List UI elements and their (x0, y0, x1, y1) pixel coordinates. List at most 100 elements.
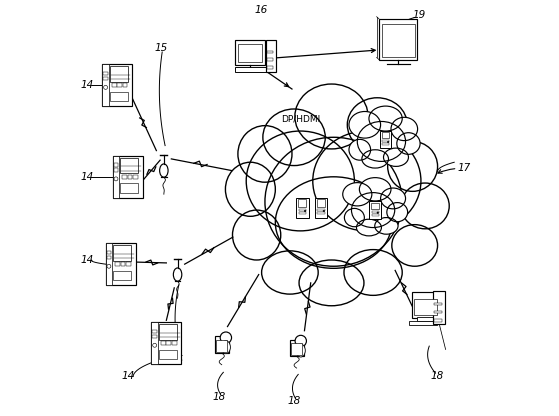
Bar (102, 64, 132, 106)
Text: 15: 15 (154, 43, 168, 53)
Bar (372, 214, 378, 215)
Ellipse shape (401, 183, 449, 229)
Bar (290, 340, 304, 357)
Circle shape (377, 212, 378, 213)
Bar (113, 168, 118, 172)
Ellipse shape (276, 177, 392, 268)
Bar (235, 67, 266, 72)
Ellipse shape (387, 203, 408, 222)
Ellipse shape (357, 219, 381, 236)
Bar (153, 330, 157, 333)
Ellipse shape (347, 98, 407, 152)
Bar (121, 158, 139, 173)
Bar (133, 175, 138, 179)
Circle shape (295, 335, 306, 347)
Bar (161, 341, 166, 345)
Ellipse shape (265, 137, 402, 266)
Bar (215, 337, 229, 353)
Bar (106, 243, 136, 285)
Bar (382, 132, 390, 139)
Bar (414, 299, 437, 315)
Bar (153, 335, 157, 338)
Bar (126, 262, 131, 266)
Bar (380, 131, 391, 148)
Ellipse shape (392, 225, 438, 266)
Ellipse shape (160, 164, 168, 177)
Bar (159, 324, 177, 340)
Bar (172, 341, 177, 345)
Ellipse shape (383, 148, 409, 166)
Circle shape (103, 85, 107, 89)
Bar (267, 51, 273, 54)
Bar (121, 183, 139, 193)
Bar (235, 40, 266, 65)
Ellipse shape (246, 131, 354, 231)
Bar (113, 271, 131, 280)
Bar (106, 243, 112, 285)
Text: DP/HDMI: DP/HDMI (282, 114, 321, 123)
Bar (318, 213, 325, 214)
Bar (122, 83, 127, 87)
Ellipse shape (296, 344, 305, 357)
Ellipse shape (295, 84, 368, 149)
Bar (103, 72, 107, 75)
Circle shape (387, 141, 389, 143)
Bar (102, 64, 109, 106)
Bar (267, 66, 273, 69)
Text: 17: 17 (458, 163, 471, 173)
Bar (299, 209, 306, 211)
Bar (110, 92, 128, 101)
Bar (266, 40, 276, 72)
Bar (107, 251, 111, 254)
Ellipse shape (299, 260, 364, 306)
Text: 16: 16 (254, 5, 267, 15)
Ellipse shape (359, 178, 391, 201)
Bar (433, 291, 446, 324)
Text: 18: 18 (431, 371, 444, 381)
Bar (369, 201, 381, 219)
Bar (103, 77, 107, 80)
Bar (267, 59, 273, 61)
Text: 15: 15 (171, 355, 184, 365)
Circle shape (114, 177, 118, 181)
Ellipse shape (357, 121, 405, 161)
Ellipse shape (362, 150, 389, 168)
Bar (417, 317, 434, 321)
Ellipse shape (349, 111, 381, 138)
Bar (117, 83, 122, 87)
Bar (318, 209, 325, 211)
Bar (216, 340, 227, 352)
Text: 14: 14 (121, 371, 134, 381)
Text: 14: 14 (80, 80, 94, 90)
Bar (107, 256, 111, 259)
Bar (372, 211, 378, 213)
Ellipse shape (381, 188, 405, 209)
Ellipse shape (397, 133, 420, 154)
Circle shape (323, 210, 325, 212)
Bar (434, 311, 442, 314)
Ellipse shape (387, 141, 438, 191)
Bar (121, 262, 125, 266)
Text: 19: 19 (412, 10, 425, 20)
Ellipse shape (391, 117, 418, 141)
Bar (434, 302, 442, 305)
Ellipse shape (233, 210, 281, 260)
Circle shape (107, 264, 111, 268)
Circle shape (220, 332, 231, 343)
Ellipse shape (221, 341, 230, 354)
Bar (238, 45, 262, 62)
Bar (151, 322, 158, 364)
Bar (315, 198, 328, 218)
Ellipse shape (238, 126, 292, 182)
Bar (296, 198, 309, 218)
Bar (291, 343, 302, 355)
Ellipse shape (352, 193, 395, 228)
Bar (382, 141, 389, 142)
Bar (409, 321, 437, 325)
Ellipse shape (263, 109, 325, 166)
Bar (113, 156, 119, 198)
Ellipse shape (349, 139, 371, 160)
Bar (113, 156, 143, 198)
Bar (379, 19, 417, 59)
Bar (299, 199, 306, 207)
